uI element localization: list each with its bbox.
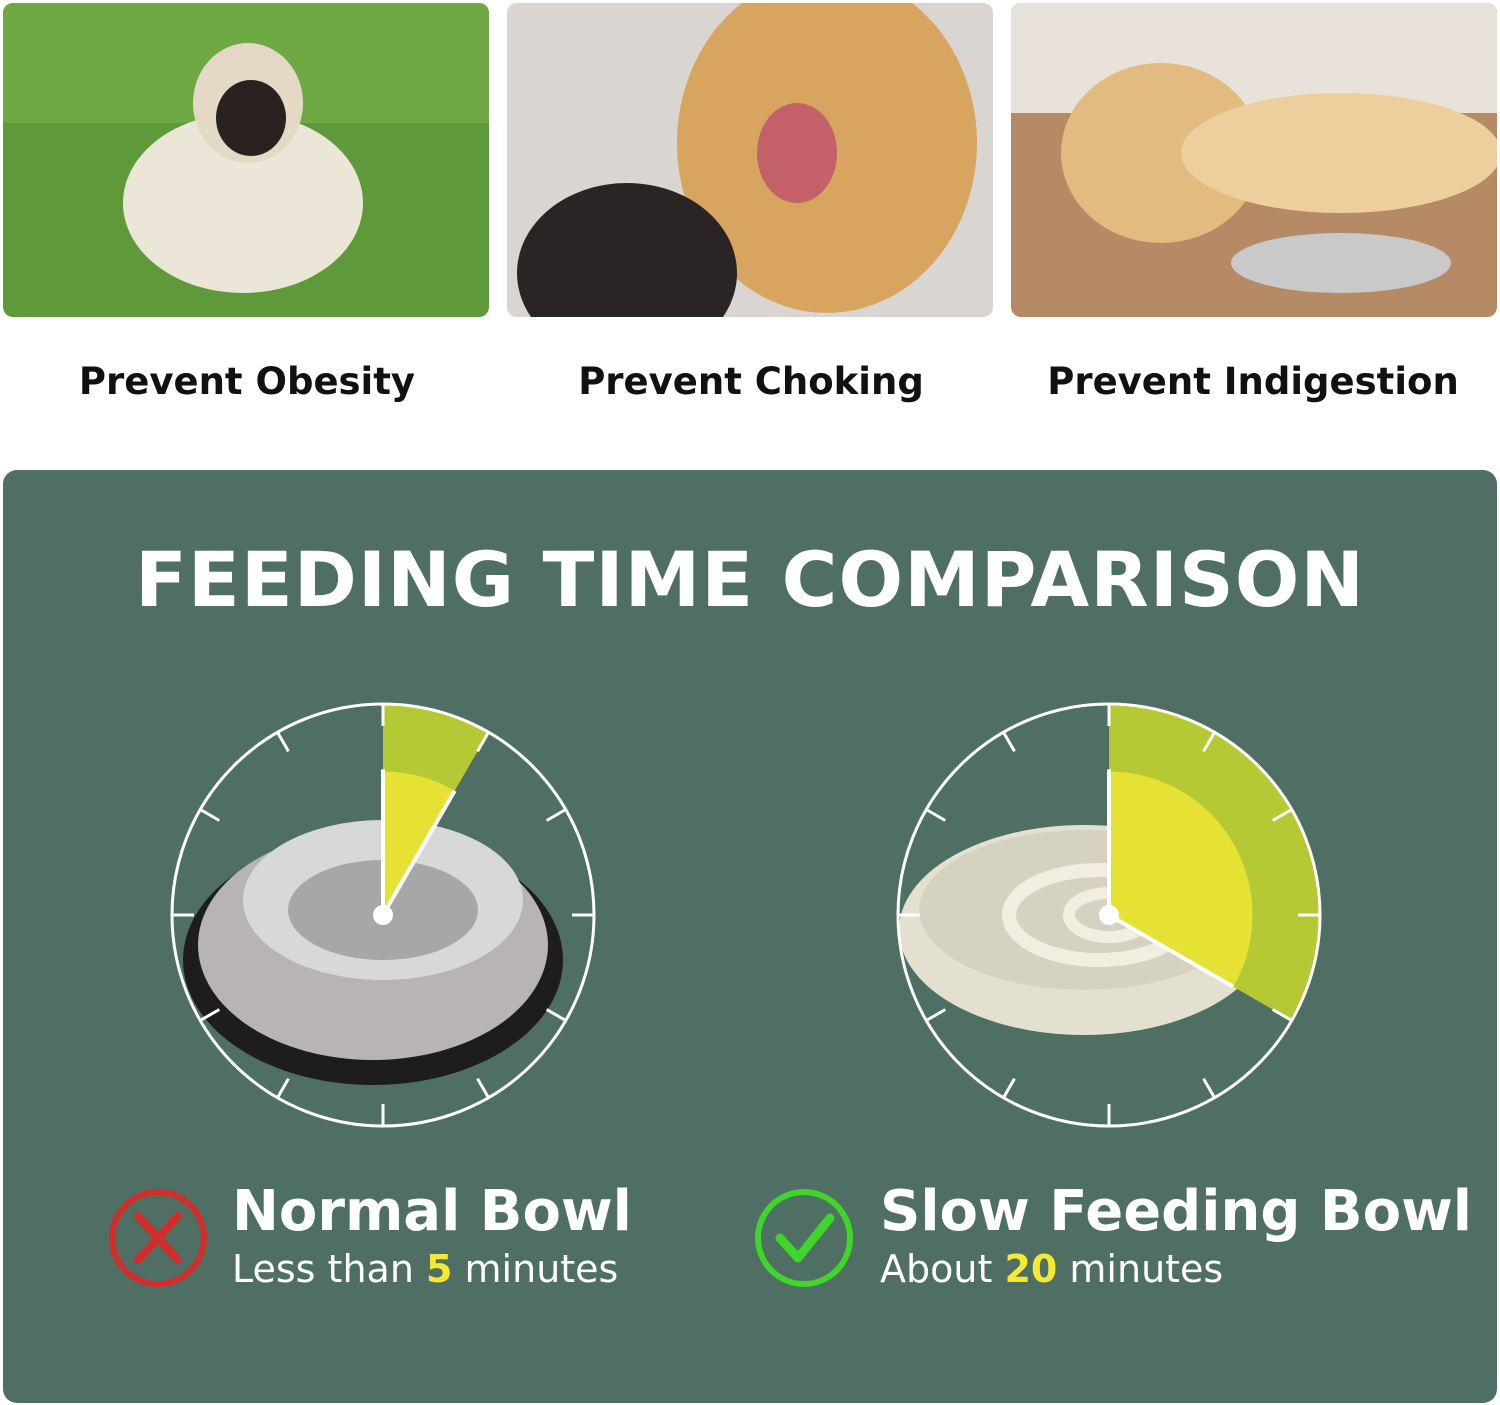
clock-tick	[545, 1008, 567, 1022]
clock-tick	[545, 808, 567, 822]
clock-tick	[1271, 1008, 1293, 1022]
time-suffix: minutes	[452, 1247, 619, 1291]
time-prefix: Less than	[232, 1247, 426, 1291]
pug-photo	[3, 3, 489, 317]
bowl-name: Slow Feeding Bowl	[880, 1179, 1472, 1244]
golden-retriever-photo	[507, 3, 993, 317]
clock-center	[1099, 905, 1119, 925]
clock-tick	[925, 808, 947, 822]
clock-tick	[476, 731, 490, 753]
time-prefix: About	[880, 1247, 1005, 1291]
clock-tick	[925, 1008, 947, 1022]
time-suffix: minutes	[1057, 1247, 1224, 1291]
clock-tick	[276, 731, 290, 753]
clock-tick	[1202, 1077, 1216, 1099]
bowl-name: Normal Bowl	[232, 1179, 632, 1244]
comparison-title: FEEDING TIME COMPARISON	[135, 535, 1365, 624]
clock-tick	[476, 1077, 490, 1099]
normal-bowl-label: Normal Bowl Less than 5 minutes	[232, 1180, 632, 1294]
clock-tick	[1002, 1077, 1016, 1099]
clock-tick	[1002, 731, 1016, 753]
time-value: 20	[1004, 1247, 1058, 1291]
clock-tick	[1202, 731, 1216, 753]
slow-bowl-label: Slow Feeding Bowl About 20 minutes	[880, 1180, 1472, 1294]
labrador-photo	[1011, 3, 1497, 317]
benefit-caption: Prevent Indigestion	[1047, 360, 1459, 403]
clock-center	[373, 905, 393, 925]
cross-icon	[109, 1189, 207, 1287]
clock-tick	[199, 1008, 221, 1022]
clock-tick	[199, 808, 221, 822]
time-wedge-highlight	[1109, 771, 1253, 987]
clock-tick	[1271, 808, 1293, 822]
benefit-caption: Prevent Choking	[578, 360, 924, 403]
time-wedge-highlight	[383, 771, 455, 915]
benefit-caption: Prevent Obesity	[78, 360, 416, 403]
minute-hand-end	[1108, 913, 1235, 989]
check-icon	[755, 1189, 853, 1287]
clock-tick	[276, 1077, 290, 1099]
time-value: 5	[426, 1247, 453, 1291]
minute-hand-end	[381, 789, 457, 916]
